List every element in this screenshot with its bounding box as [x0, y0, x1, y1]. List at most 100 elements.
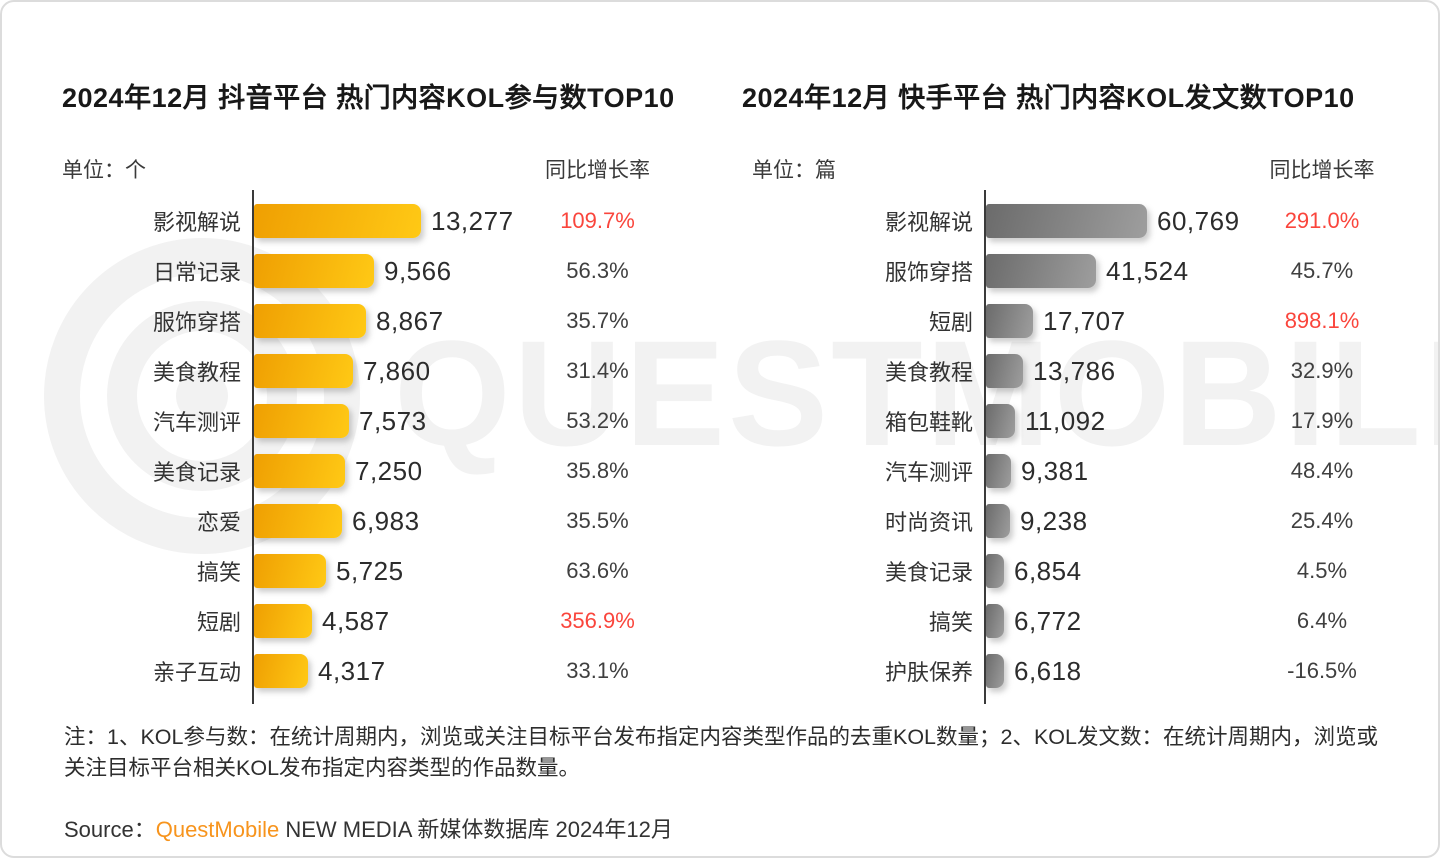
chart-row: 美食教程 13,786 32.9% — [752, 346, 1387, 396]
growth-rate-label: 53.2% — [566, 408, 629, 433]
bar-cell: 6,618 — [984, 646, 1257, 696]
growth-rate-label: 56.3% — [566, 258, 629, 283]
growth-rate-label: 291.0% — [1284, 208, 1360, 233]
value-label: 9,566 — [384, 255, 452, 286]
growth-rate-label: 35.7% — [566, 308, 629, 333]
chart-row: 搞笑 5,725 63.6% — [62, 546, 665, 596]
bar-cell: 13,786 — [984, 346, 1257, 396]
value-label: 11,092 — [1025, 405, 1106, 436]
bar-cell: 4,317 — [252, 646, 530, 696]
questmobile-text-watermark: QUESTMOBILE — [394, 309, 1440, 477]
growth-rate-label: 35.8% — [566, 458, 629, 483]
chart-row: 美食记录 7,250 35.8% — [62, 446, 665, 496]
chart-row: 亲子互动 4,317 33.1% — [62, 646, 665, 696]
growth-rate-header: 同比增长率 — [1269, 159, 1375, 182]
value-label: 60,769 — [1157, 205, 1240, 236]
value-bar — [986, 304, 1033, 338]
bar-cell: 7,573 — [252, 396, 530, 446]
chart-row: 恋爱 6,983 35.5% — [62, 496, 665, 546]
chart-row: 服饰穿搭 8,867 35.7% — [62, 296, 665, 346]
category-label: 亲子互动 — [152, 660, 241, 685]
footnote: 注：1、KOL参与数：在统计周期内，浏览或关注目标平台发布指定内容类型作品的去重… — [64, 725, 1378, 781]
category-label: 影视解说 — [884, 210, 973, 235]
category-label: 美食教程 — [152, 360, 241, 385]
category-label: 日常记录 — [152, 260, 241, 285]
questmobile-logo-watermark — [44, 238, 360, 554]
value-label: 6,854 — [1014, 555, 1082, 586]
value-bar — [254, 304, 366, 338]
value-bar — [986, 454, 1011, 488]
chart-row: 时尚资讯 9,238 25.4% — [752, 496, 1387, 546]
category-label: 服饰穿搭 — [884, 260, 973, 285]
value-bar — [254, 604, 312, 638]
growth-rate-label: 31.4% — [566, 358, 629, 383]
growth-rate-label: 63.6% — [566, 558, 629, 583]
value-bar — [254, 404, 349, 438]
growth-rate-label: 356.9% — [560, 608, 635, 633]
value-label: 8,867 — [376, 305, 444, 336]
category-label: 美食记录 — [152, 460, 241, 485]
growth-rate-label: 898.1% — [1284, 308, 1360, 333]
growth-rate-label: 17.9% — [1290, 408, 1354, 433]
chart-rows: 影视解说 60,769 291.0% 服饰穿搭 41,524 45.7% 短剧 17,707 8… — [752, 190, 1387, 704]
bar-cell: 60,769 — [984, 196, 1257, 246]
growth-rate-label: 32.9% — [1290, 358, 1354, 383]
y-axis-line — [252, 190, 254, 704]
value-bar — [254, 554, 326, 588]
bar-cell: 5,725 — [252, 546, 530, 596]
chart-panel-kuaishou: 单位：篇 同比增长率 影视解说 60,769 291.0% 服饰穿搭 41,524 45.… — [752, 154, 1387, 704]
bar-cell: 6,983 — [252, 496, 530, 546]
value-label: 9,381 — [1021, 455, 1089, 486]
chart-title-kuaishou: 2024年12月 快手平台 热门内容KOL发文数TOP10 — [742, 83, 1355, 113]
category-label: 短剧 — [928, 310, 973, 335]
unit-label: 单位：篇 — [752, 159, 836, 182]
category-label: 短剧 — [196, 610, 241, 635]
bar-cell: 13,277 — [252, 196, 530, 246]
growth-rate-label: 45.7% — [1290, 258, 1354, 283]
bar-cell: 9,381 — [984, 446, 1257, 496]
bar-cell: 9,566 — [252, 246, 530, 296]
bar-cell: 4,587 — [252, 596, 530, 646]
value-label: 41,524 — [1106, 255, 1189, 286]
source-brand: QuestMobile — [155, 817, 280, 842]
growth-rate-label: 4.5% — [1296, 558, 1348, 583]
growth-rate-label: 25.4% — [1290, 508, 1354, 533]
unit-label: 单位：个 — [62, 159, 146, 182]
bar-cell: 17,707 — [984, 296, 1257, 346]
chart-row: 箱包鞋靴 11,092 17.9% — [752, 396, 1387, 446]
panel-header: 单位：篇 同比增长率 — [752, 154, 1387, 196]
value-label: 9,238 — [1020, 505, 1088, 536]
chart-row: 短剧 4,587 356.9% — [62, 596, 665, 646]
bar-cell: 8,867 — [252, 296, 530, 346]
category-label: 箱包鞋靴 — [884, 410, 973, 435]
bar-cell: 41,524 — [984, 246, 1257, 296]
chart-row: 汽车测评 9,381 48.4% — [752, 446, 1387, 496]
category-label: 搞笑 — [196, 560, 241, 585]
chart-row: 影视解说 60,769 291.0% — [752, 196, 1387, 246]
growth-rate-label: 109.7% — [560, 208, 635, 233]
value-label: 7,860 — [363, 355, 431, 386]
source-line: Source：QuestMobile NEW MEDIA 新媒体数据库 2024… — [64, 812, 673, 844]
chart-row: 护肤保养 6,618 -16.5% — [752, 646, 1387, 696]
category-label: 美食记录 — [884, 560, 973, 585]
chart-row: 美食教程 7,860 31.4% — [62, 346, 665, 396]
value-label: 17,707 — [1043, 305, 1126, 336]
value-label: 13,277 — [431, 205, 514, 236]
value-bar — [986, 504, 1010, 538]
growth-rate-header: 同比增长率 — [545, 159, 650, 182]
category-label: 护肤保养 — [884, 660, 973, 685]
growth-rate-label: 6.4% — [1296, 608, 1348, 633]
value-label: 4,587 — [322, 605, 390, 636]
value-label: 7,573 — [359, 405, 427, 436]
growth-rate-label: 35.5% — [566, 508, 629, 533]
value-bar — [254, 204, 421, 238]
value-bar — [254, 354, 353, 388]
value-label: 5,725 — [336, 555, 404, 586]
bar-cell: 7,250 — [252, 446, 530, 496]
chart-rows: 影视解说 13,277 109.7% 日常记录 9,566 56.3% 服饰穿搭 8,867 3… — [62, 190, 665, 704]
category-label: 服饰穿搭 — [152, 310, 241, 335]
chart-row: 日常记录 9,566 56.3% — [62, 246, 665, 296]
bar-cell: 11,092 — [984, 396, 1257, 446]
category-label: 恋爱 — [196, 510, 241, 535]
